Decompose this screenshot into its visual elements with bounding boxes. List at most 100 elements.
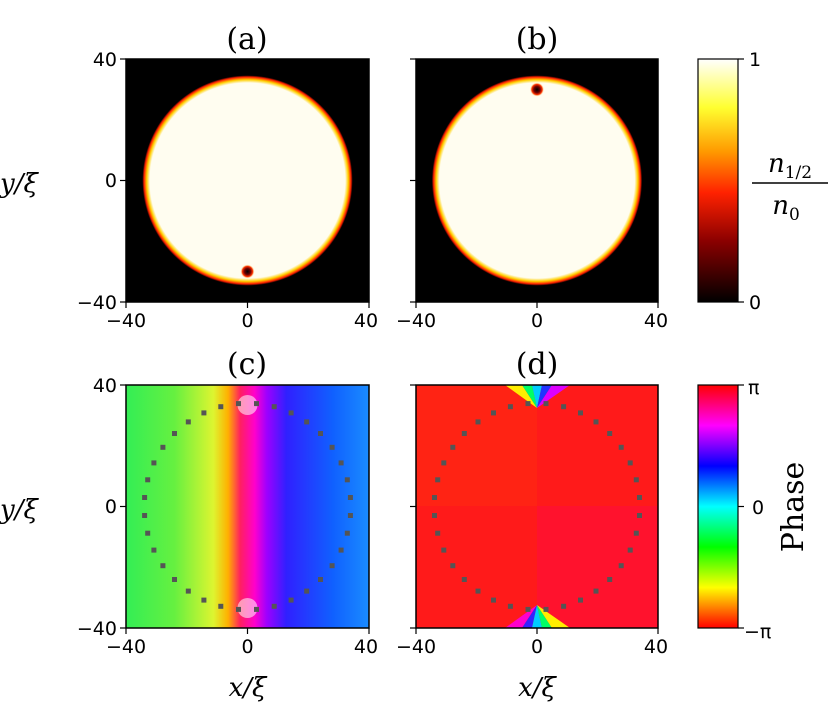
- boundary-dot: [633, 477, 639, 483]
- boundary-dot: [218, 404, 224, 410]
- boundary-dot: [432, 495, 437, 500]
- panel-b-xtick-2: 0: [531, 310, 543, 332]
- panel-c-vortex-top: [237, 395, 258, 415]
- boundary-dot: [142, 495, 148, 500]
- boundary-dot: [254, 401, 259, 407]
- boundary-dot: [525, 606, 531, 612]
- density-label-denominator: n0: [772, 191, 800, 225]
- boundary-dot: [288, 410, 294, 416]
- panel-c-xtick-3: 40: [354, 636, 378, 658]
- panel-a-xtick-3: 40: [354, 310, 378, 332]
- boundary-dot: [475, 419, 481, 425]
- panel-d-xtick-2: 0: [531, 636, 543, 658]
- panel-b-vortex-core: [530, 82, 544, 97]
- boundary-dot: [185, 588, 191, 594]
- boundary-dot: [627, 547, 633, 553]
- boundary-dot: [236, 606, 241, 612]
- boundary-dot: [593, 588, 599, 594]
- panel-c-title: (c): [227, 347, 267, 382]
- panel-c-xtick-1: −40: [106, 636, 146, 658]
- panel-d-vortex-top: [505, 385, 570, 408]
- panel-a-title: (a): [226, 22, 267, 57]
- panel-b-condensate-disk: [432, 75, 642, 286]
- boundary-dot: [561, 603, 567, 609]
- panel-a-ytick-1: 40: [93, 49, 117, 71]
- panel-d-xtick-3: 40: [644, 636, 668, 658]
- panel-a-condensate-disk: [142, 75, 353, 286]
- density-colorbar-tick-max: 1: [749, 49, 761, 71]
- boundary-dot: [491, 410, 496, 416]
- phase-colorbar-scale: [697, 384, 739, 629]
- boundary-dot: [344, 477, 350, 483]
- boundary-dot: [318, 431, 323, 436]
- panel-a-ytick-3: −40: [77, 292, 117, 314]
- boundary-dot: [461, 577, 467, 582]
- boundary-dot: [507, 404, 513, 410]
- panel-c-phase-field: [126, 385, 369, 628]
- boundary-dot: [578, 410, 583, 416]
- panel-b-xtick-3: 40: [644, 310, 668, 332]
- boundary-dot: [475, 588, 481, 594]
- boundary-dot: [304, 419, 310, 425]
- boundary-dot: [633, 530, 639, 536]
- panel-b: (b): [415, 22, 659, 303]
- boundary-dot: [450, 563, 456, 569]
- panel-a-ylabel: y/ξ: [0, 169, 39, 199]
- density-label-numerator: n1/2: [768, 149, 812, 183]
- panel-c-ylabel: y/ξ: [0, 495, 39, 525]
- boundary-dot: [201, 410, 207, 416]
- panel-c-xtick-2: 0: [241, 636, 253, 658]
- panel-c-boundary-dots: [142, 401, 353, 612]
- boundary-dot: [329, 444, 335, 450]
- boundary-dot: [142, 513, 148, 518]
- boundary-dot: [347, 495, 353, 500]
- ticks: [120, 58, 744, 634]
- boundary-dot: [578, 597, 583, 603]
- panel-d-title: (d): [516, 347, 559, 382]
- panel-b-title: (b): [516, 22, 559, 57]
- boundary-dot: [201, 597, 207, 603]
- boundary-dot: [344, 530, 350, 536]
- boundary-dot: [543, 606, 549, 612]
- boundary-dot: [441, 460, 447, 466]
- panel-d-xlabel: x/ξ: [518, 673, 557, 703]
- panel-d-quadrant-br: [537, 506, 658, 628]
- boundary-dot: [637, 513, 642, 518]
- boundary-dot: [185, 419, 191, 425]
- panel-c-ytick-3: −40: [77, 618, 117, 640]
- boundary-dot: [271, 603, 277, 609]
- boundary-dot: [236, 401, 241, 407]
- boundary-dot: [288, 597, 294, 603]
- panel-a-xtick-2: 0: [241, 310, 253, 332]
- boundary-dot: [441, 547, 447, 553]
- panel-a-vortex-core: [240, 264, 255, 279]
- boundary-dot: [607, 577, 613, 582]
- panel-c: (c): [125, 347, 370, 629]
- boundary-dot: [450, 444, 456, 450]
- boundary-dot: [151, 460, 157, 466]
- boundary-dot: [435, 477, 441, 483]
- boundary-dot: [593, 419, 599, 425]
- boundary-dot: [627, 460, 633, 466]
- panel-b-xtick-1: −40: [396, 310, 436, 332]
- boundary-dot: [271, 404, 277, 410]
- panel-a-xtick-1: −40: [106, 310, 146, 332]
- boundary-dot: [637, 495, 642, 500]
- density-colorbar-label: n1/2 n0: [752, 149, 828, 225]
- boundary-dot: [561, 404, 567, 410]
- boundary-dot: [491, 597, 496, 603]
- boundary-dot: [461, 431, 467, 436]
- boundary-dot: [145, 477, 151, 483]
- boundary-dot: [160, 563, 166, 569]
- phase-colorbar: π 0 −π Phase: [697, 377, 811, 643]
- panel-c-ytick-1: 40: [93, 375, 117, 397]
- boundary-dot: [151, 547, 157, 553]
- density-colorbar: 1 0 n1/2 n0: [697, 49, 828, 314]
- boundary-dot: [435, 530, 441, 536]
- boundary-dot: [218, 603, 224, 609]
- boundary-dot: [172, 431, 177, 436]
- panel-d-quadrant-tl: [416, 385, 537, 506]
- boundary-dot: [145, 530, 151, 536]
- boundary-dot: [172, 577, 177, 582]
